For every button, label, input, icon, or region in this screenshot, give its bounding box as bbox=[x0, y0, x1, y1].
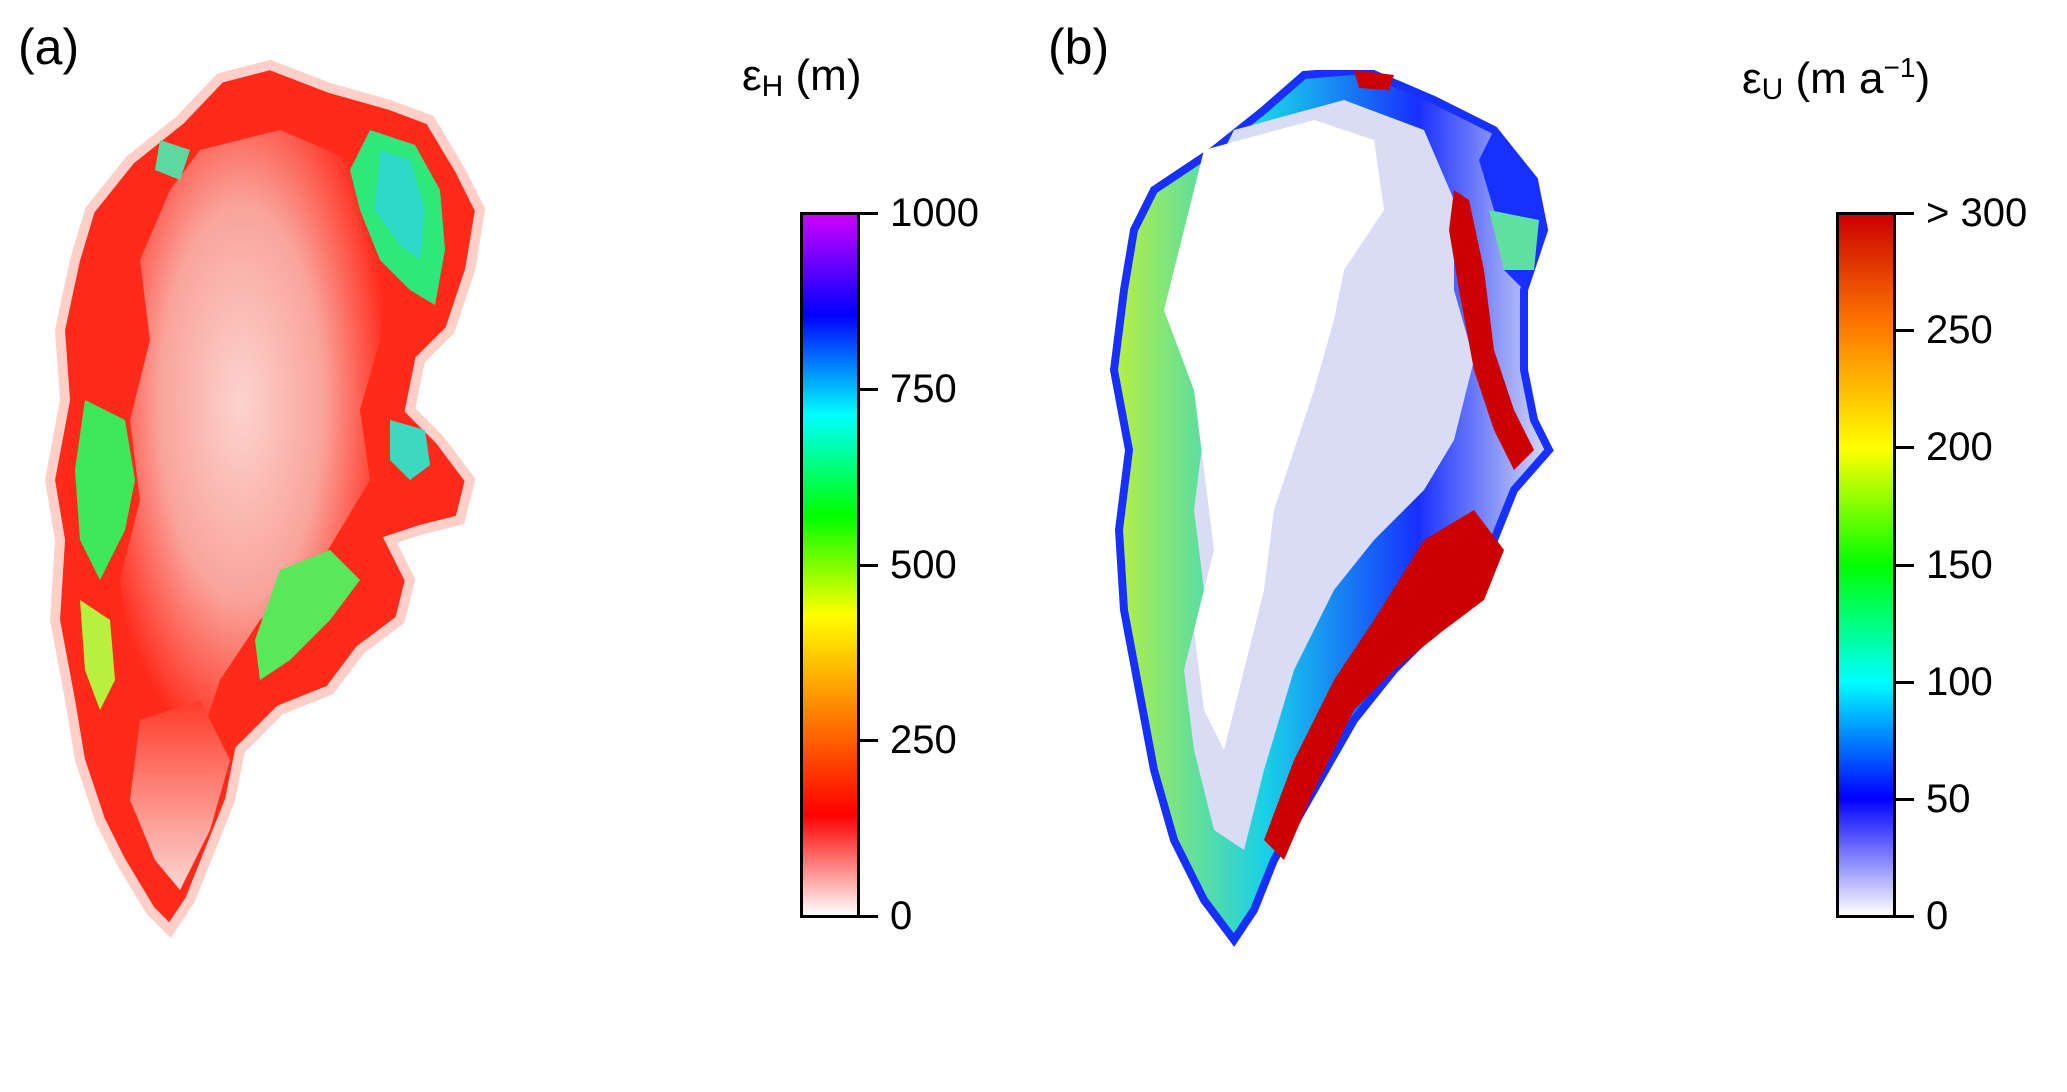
colorbar-tick bbox=[1896, 329, 1914, 333]
east-high-error-patch bbox=[390, 420, 430, 480]
colorbar-tick-label: 0 bbox=[1926, 894, 1949, 938]
colorbar-tick bbox=[1896, 563, 1914, 567]
colorbar-tick-label: 0 bbox=[890, 894, 913, 938]
interior-low-error-region bbox=[120, 130, 390, 780]
southeast-fast-flow-region bbox=[1264, 510, 1504, 860]
colorbar-tick bbox=[860, 387, 878, 391]
colorbar-tick-label: > 300 bbox=[1926, 191, 2028, 235]
north-high-error-patch bbox=[155, 140, 190, 180]
east-margin-fast-flow bbox=[1449, 190, 1534, 470]
colorbar-tick bbox=[1896, 446, 1914, 450]
colorbar-tick bbox=[1896, 680, 1914, 684]
west-high-error-patch bbox=[75, 400, 135, 580]
southern-low-error-region bbox=[130, 700, 230, 890]
northeast-mid-speed-patch bbox=[1489, 210, 1539, 270]
panel-label-a: (a) bbox=[18, 19, 80, 75]
colorbar-tick bbox=[860, 212, 878, 215]
greenland-velocity-error-map bbox=[1109, 70, 1554, 947]
colorbar-tick bbox=[860, 563, 878, 567]
colorbar-tick-label: 250 bbox=[1926, 308, 1993, 353]
colorbar-tick-label: 50 bbox=[1926, 776, 1971, 821]
colorbar-tick-label: 100 bbox=[1926, 659, 1993, 704]
southwest-high-error-patch bbox=[80, 600, 115, 710]
colorbar-tick bbox=[1896, 212, 1914, 215]
colorbar-tick-label: 200 bbox=[1926, 425, 1993, 470]
colorbar-a-title: εH (m) bbox=[742, 51, 862, 103]
colorbar-tick bbox=[860, 739, 878, 743]
north-margin-fast-flow bbox=[1354, 70, 1394, 90]
colorbar-b bbox=[1836, 212, 1896, 918]
panel-label-b: (b) bbox=[1048, 19, 1110, 75]
colorbar-tick bbox=[860, 915, 878, 918]
panel-a: (a) εH (m) 1000 750 500 250 0 bbox=[18, 19, 979, 938]
colorbar-tick-label: 250 bbox=[890, 718, 957, 763]
northeast-core-patch bbox=[375, 150, 425, 260]
colorbar-tick-label: 750 bbox=[890, 366, 957, 411]
panel-b: (b) εU (m a−1) > 300 250 200 150 100 50 0 bbox=[1034, 0, 2067, 1092]
greenland-ice-thickness-error-map bbox=[44, 60, 486, 938]
colorbar-tick bbox=[1896, 797, 1914, 801]
colorbar-tick bbox=[1896, 915, 1914, 918]
colorbar-tick-label: 150 bbox=[1926, 542, 1993, 587]
colorbar-a bbox=[800, 212, 860, 918]
ice-divide-white-region bbox=[1164, 120, 1384, 750]
colorbar-tick-label: 1000 bbox=[890, 191, 979, 235]
colorbar-b-title: εU (m a−1) bbox=[1742, 52, 1931, 106]
southeast-high-error-patch bbox=[255, 550, 360, 680]
colorbar-tick-label: 500 bbox=[890, 542, 957, 587]
